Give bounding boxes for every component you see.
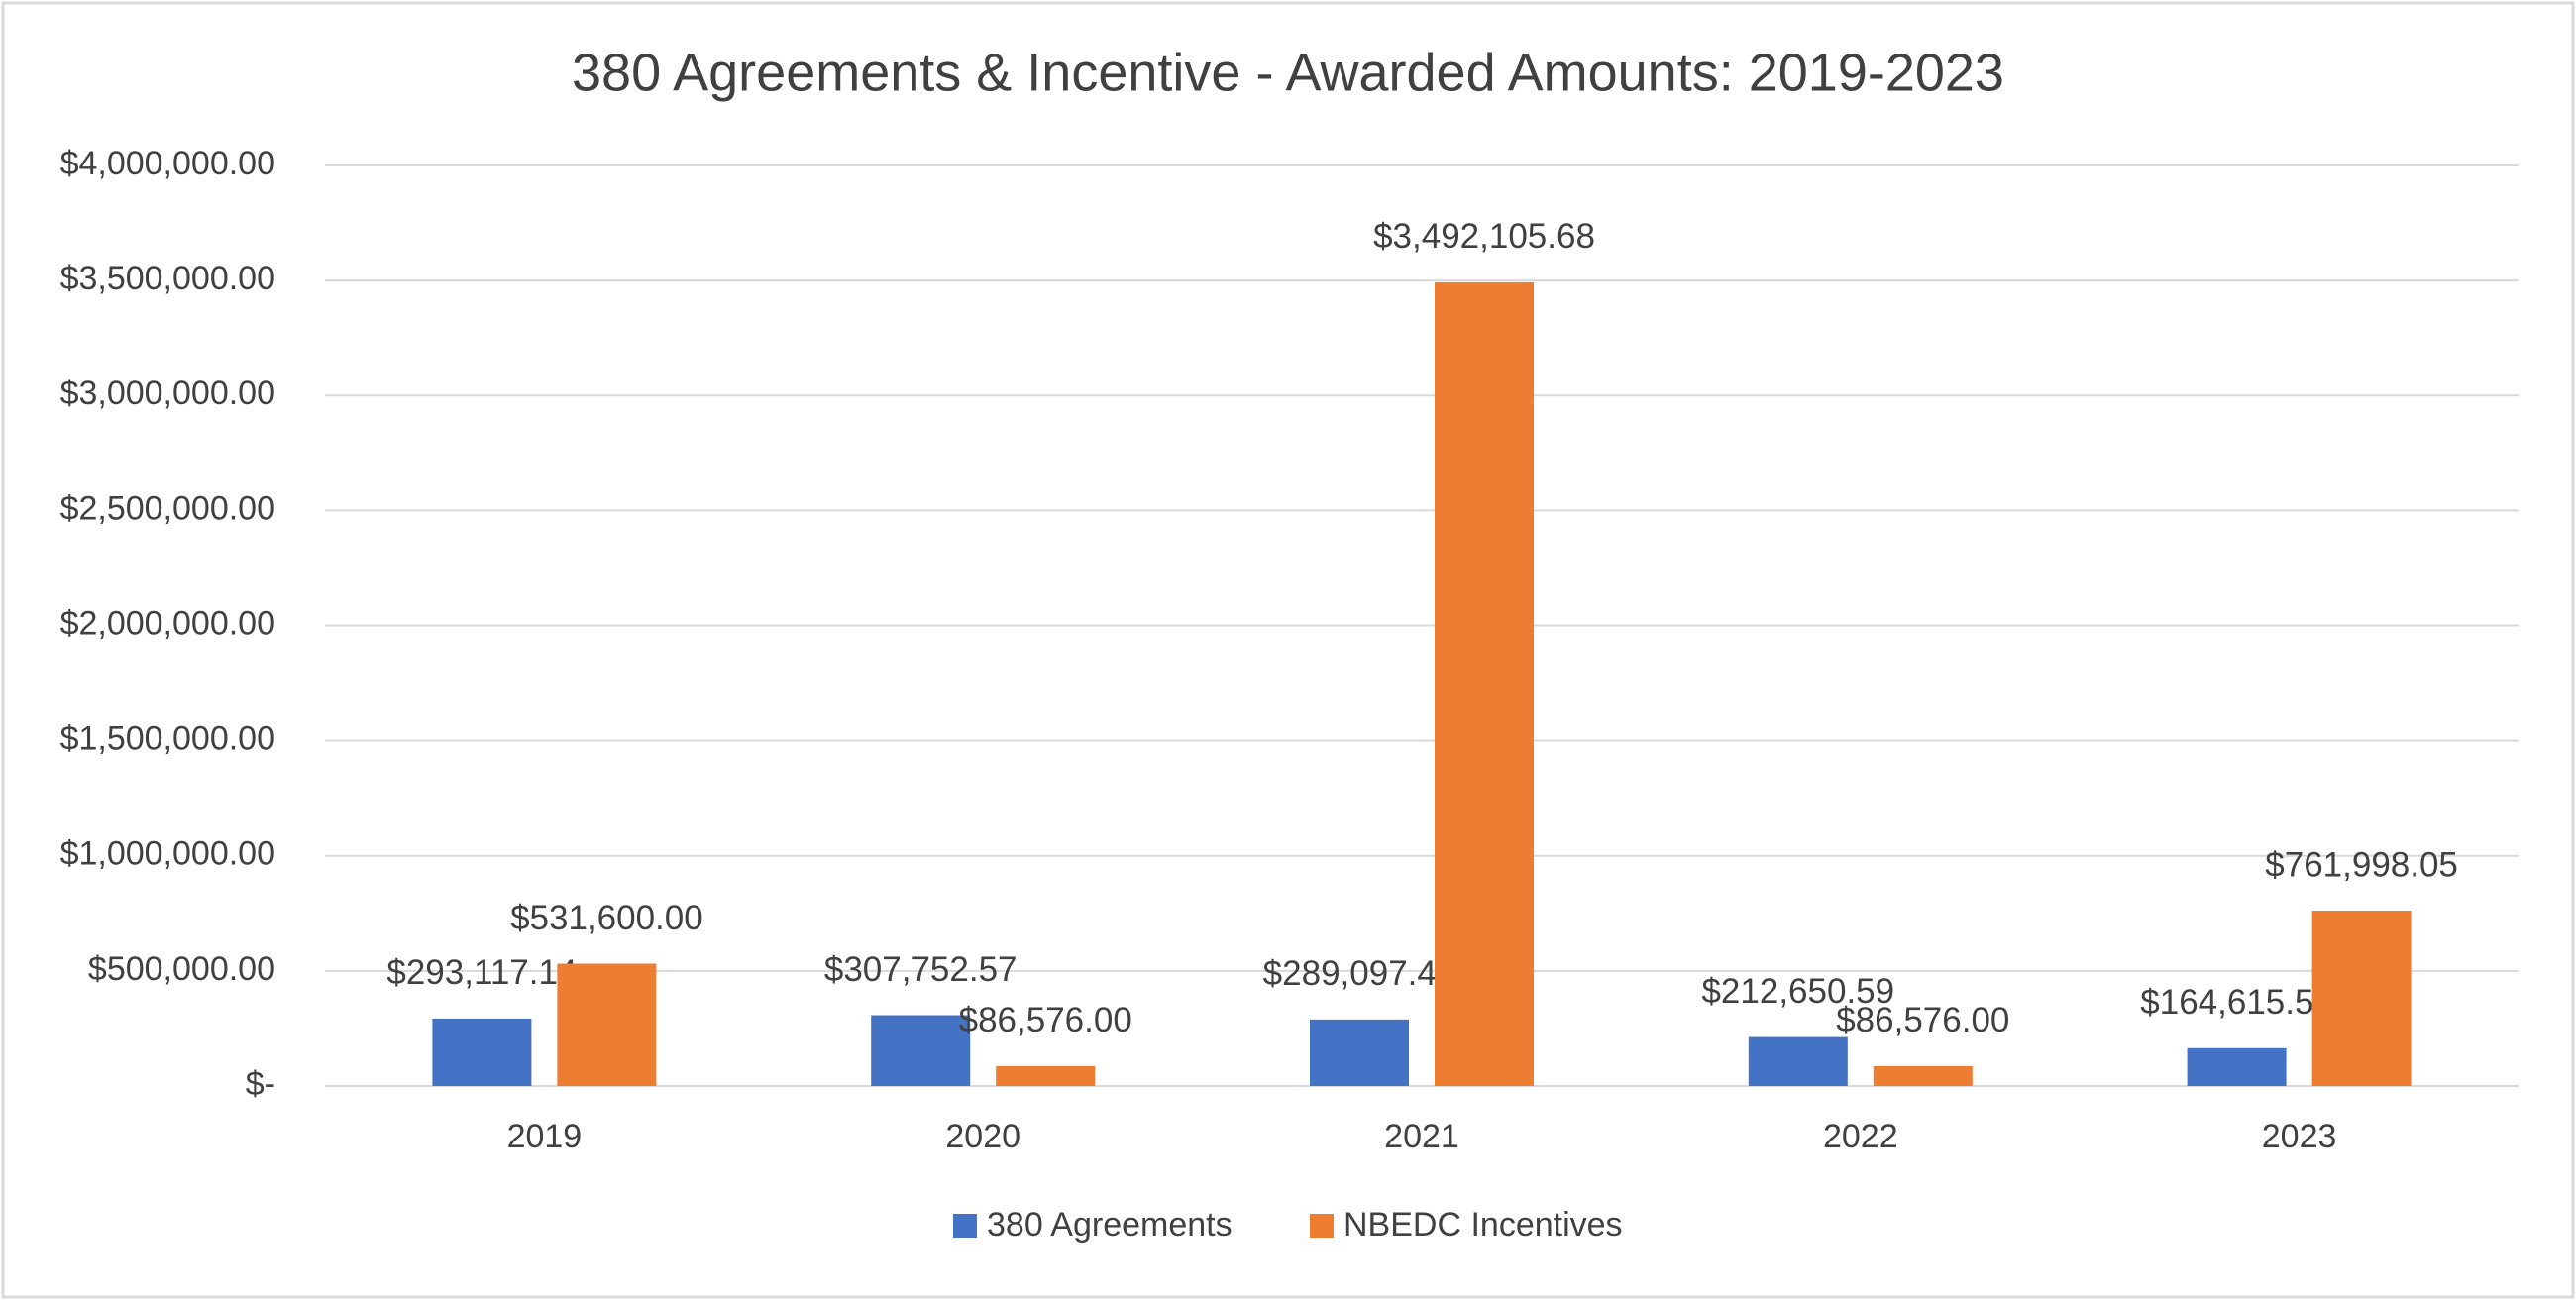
value-label: $307,752.57 [824,950,1018,989]
bar [2187,1047,2287,1086]
legend-label: 380 Agreements [987,1206,1233,1244]
bar [1310,1019,1409,1086]
y-tick-label: $3,500,000.00 [60,260,275,297]
x-tick-label: 2023 [2262,1118,2337,1155]
bar [432,1018,532,1086]
y-tick-label: $3,000,000.00 [60,375,275,412]
bar [996,1065,1096,1086]
legend-swatch [953,1214,977,1238]
legend-label: NBEDC Incentives [1343,1206,1623,1244]
y-tick-label: $1,000,000.00 [60,835,275,873]
y-tick-label: $4,000,000.00 [60,145,275,182]
value-label: $86,576.00 [959,1001,1132,1039]
x-tick-label: 2020 [945,1118,1020,1155]
y-tick-label: $- [246,1065,275,1103]
bar [871,1015,971,1086]
value-label: $212,650.59 [1701,972,1894,1011]
x-tick-label: 2021 [1384,1118,1459,1155]
y-tick-label: $2,000,000.00 [60,604,275,642]
value-label: $164,615.58 [2140,983,2333,1022]
value-label: $86,576.00 [1836,1001,2009,1039]
y-tick-label: $2,500,000.00 [60,489,275,527]
value-label: $531,600.00 [510,899,703,937]
y-tick-label: $500,000.00 [88,950,275,988]
bar [1435,281,1534,1086]
value-label: $3,492,105.68 [1373,217,1595,256]
bar [1873,1065,1973,1086]
value-label: $293,117.14 [386,953,577,992]
bar [557,963,657,1086]
value-label: $289,097.44 [1263,954,1456,993]
x-tick-label: 2019 [507,1118,583,1155]
value-label: $761,998.05 [2265,845,2458,884]
x-tick-label: 2022 [1823,1118,1898,1155]
y-tick-label: $1,500,000.00 [60,720,275,758]
bar [1748,1036,1848,1086]
chart-title: 380 Agreements & Incentive - Awarded Amo… [572,43,2004,102]
bar [2311,911,2412,1086]
legend-swatch [1310,1214,1334,1238]
